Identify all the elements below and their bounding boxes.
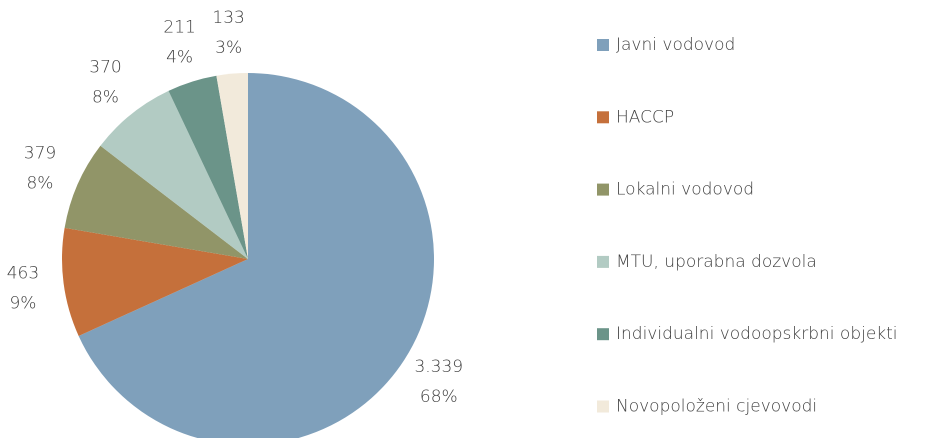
legend-label: HACCP: [616, 107, 674, 127]
pie-slice: [78, 73, 434, 438]
legend-swatch: [597, 328, 609, 341]
percent-label: 3%: [215, 38, 242, 58]
percent-label: 9%: [9, 293, 36, 313]
value-label: 379: [24, 143, 56, 163]
pie-slice: [61, 227, 248, 336]
legend-label: Lokalni vodovod: [616, 180, 754, 200]
percent-label: 4%: [166, 48, 193, 68]
value-label: 370: [89, 57, 121, 77]
legend-swatch: [597, 39, 609, 51]
legend-label: Novopoloženi cjevovodi: [616, 397, 817, 417]
pie-slice: [216, 73, 248, 259]
legend-swatch: [597, 111, 609, 124]
value-label: 211: [163, 18, 195, 38]
value-label: 133: [212, 8, 244, 28]
legend-label: MTU, uporabna dozvola: [616, 252, 817, 272]
percent-label: 68%: [420, 387, 458, 407]
legend-label: Javni vodovod: [616, 35, 735, 55]
percent-label: 8%: [92, 87, 119, 107]
legend-swatch: [597, 183, 609, 196]
legend-swatch: [597, 400, 609, 413]
value-label: 3.339: [414, 357, 463, 377]
pie-slice: [168, 75, 248, 260]
percent-label: 8%: [26, 173, 53, 193]
legend-swatch: [597, 255, 609, 268]
legend-label: Individualni vodoopskrbni objekti: [616, 324, 898, 344]
pie-slice: [64, 145, 248, 259]
value-label: 463: [7, 263, 39, 283]
pie-slice: [100, 90, 248, 259]
